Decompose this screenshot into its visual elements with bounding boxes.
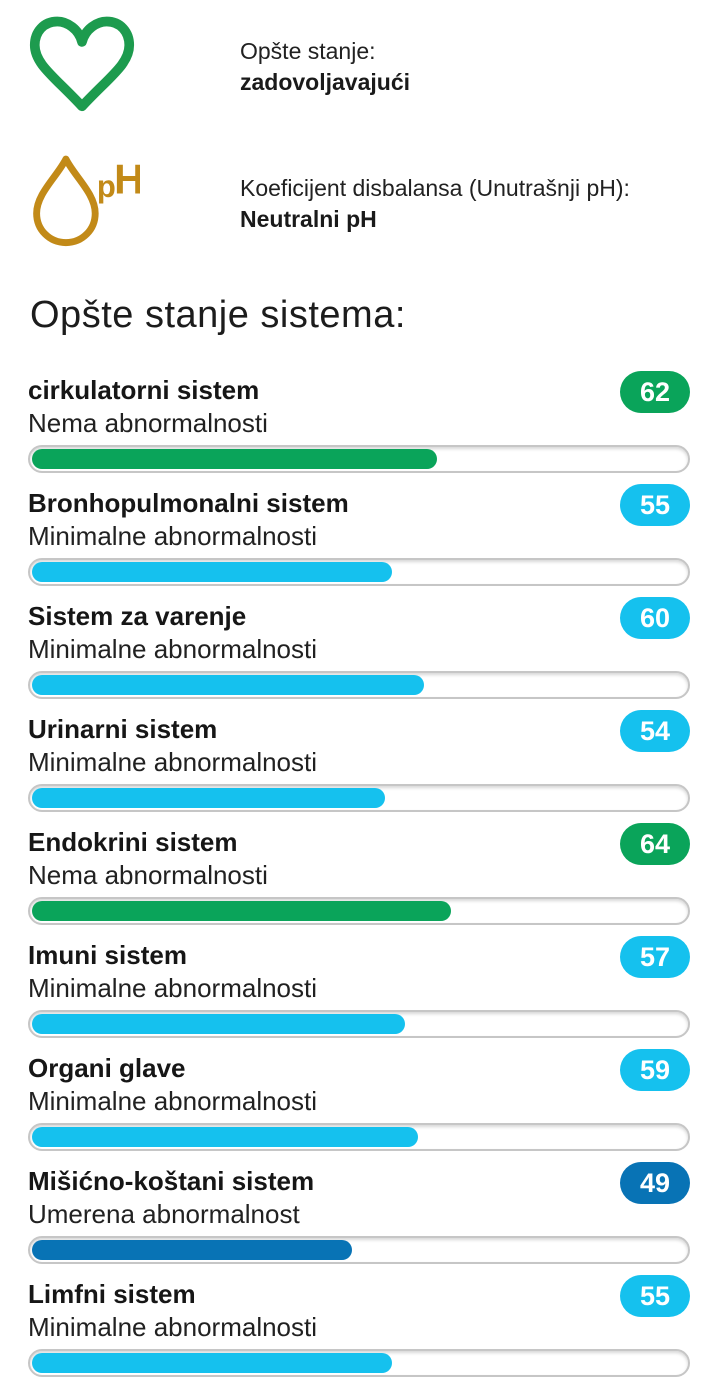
ph-status-row: p H Koeficijent disbalansa (Unutrašnji p… [28, 147, 690, 264]
progress-fill [32, 675, 425, 695]
system-item: Imuni sistem 57 Minimalne abnormalnosti [28, 936, 690, 1038]
progress-track [28, 445, 690, 473]
ph-label: Koeficijent disbalansa (Unutrašnji pH): [240, 175, 630, 201]
system-item: Urinarni sistem 54 Minimalne abnormalnos… [28, 710, 690, 812]
system-name: Sistem za varenje [28, 601, 247, 631]
progress-track [28, 558, 690, 586]
system-item: Bronhopulmonalni sistem 55 Minimalne abn… [28, 484, 690, 586]
system-status: Nema abnormalnosti [28, 860, 268, 890]
system-item: Limfni sistem 55 Minimalne abnormalnosti [28, 1275, 690, 1377]
score-badge: 64 [620, 823, 690, 865]
system-name: Imuni sistem [28, 940, 187, 970]
system-status: Umerena abnormalnost [28, 1199, 300, 1229]
progress-fill [32, 1353, 392, 1373]
heart-icon [28, 14, 140, 121]
progress-track [28, 671, 690, 699]
progress-track [28, 1236, 690, 1264]
system-status: Minimalne abnormalnosti [28, 973, 318, 1003]
score-badge: 57 [620, 936, 690, 978]
progress-fill [32, 1240, 353, 1260]
system-name: Mišićno-koštani sistem [28, 1166, 315, 1196]
progress-fill [32, 788, 386, 808]
system-item: Endokrini sistem 64 Nema abnormalnosti [28, 823, 690, 925]
system-status: Minimalne abnormalnosti [28, 1312, 318, 1342]
section-title: Opšte stanje sistema: [30, 294, 406, 336]
progress-fill [32, 1127, 418, 1147]
systems-list: cirkulatorni sistem 62 Nema abnormalnost… [28, 371, 690, 1377]
system-name: Organi glave [28, 1053, 186, 1083]
score-badge: 62 [620, 371, 690, 413]
score-badge: 54 [620, 710, 690, 752]
system-status: Minimalne abnormalnosti [28, 1086, 318, 1116]
system-name: cirkulatorni sistem [28, 375, 260, 405]
system-name: Bronhopulmonalni sistem [28, 488, 349, 518]
system-item: Mišićno-koštani sistem 49 Umerena abnorm… [28, 1162, 690, 1264]
system-name: Urinarni sistem [28, 714, 218, 744]
system-status: Minimalne abnormalnosti [28, 747, 318, 777]
progress-track [28, 784, 690, 812]
progress-fill [32, 449, 438, 469]
svg-text:H: H [114, 157, 140, 203]
system-name: Limfni sistem [28, 1279, 196, 1309]
overall-status-row: Opšte stanje: zadovoljavajući [28, 14, 690, 121]
overall-status-label: Opšte stanje: [240, 38, 376, 64]
score-badge: 59 [620, 1049, 690, 1091]
system-item: cirkulatorni sistem 62 Nema abnormalnost… [28, 371, 690, 473]
system-status: Nema abnormalnosti [28, 408, 268, 438]
overall-status-value: zadovoljavajući [240, 69, 411, 95]
score-badge: 60 [620, 597, 690, 639]
progress-track [28, 1123, 690, 1151]
score-badge: 55 [620, 1275, 690, 1317]
system-name: Endokrini sistem [28, 827, 238, 857]
progress-fill [32, 562, 392, 582]
svg-text:p: p [97, 169, 116, 204]
system-status: Minimalne abnormalnosti [28, 521, 318, 551]
progress-fill [32, 901, 451, 921]
score-badge: 49 [620, 1162, 690, 1204]
ph-drop-icon: p H [28, 147, 144, 264]
system-item: Organi glave 59 Minimalne abnormalnosti [28, 1049, 690, 1151]
score-badge: 55 [620, 484, 690, 526]
system-status: Minimalne abnormalnosti [28, 634, 318, 664]
progress-fill [32, 1014, 405, 1034]
ph-value: Neutralni pH [240, 206, 377, 232]
progress-track [28, 1010, 690, 1038]
progress-track [28, 1349, 690, 1377]
system-item: Sistem za varenje 60 Minimalne abnormaln… [28, 597, 690, 699]
progress-track [28, 897, 690, 925]
